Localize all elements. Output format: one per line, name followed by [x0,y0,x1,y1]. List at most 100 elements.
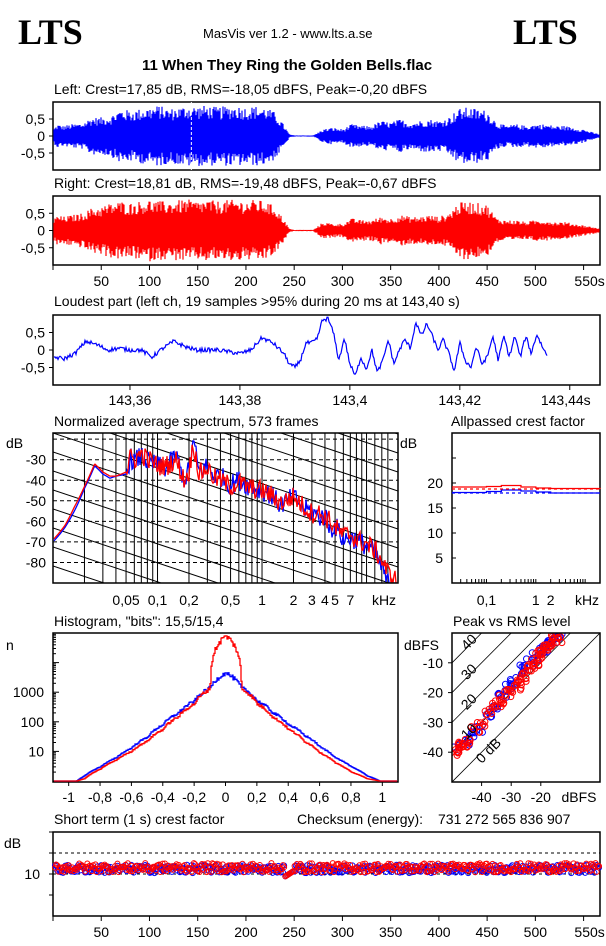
peak-rms-ytick-label: -10 [423,655,443,671]
short-term-point-right [517,860,524,867]
histogram-ytick-label: 1000 [13,684,44,700]
peak-rms-ytick-label: -20 [423,685,443,701]
spectrum-slope-line [53,546,163,583]
short-term-xtick-label: 200 [234,924,258,940]
peak-rms-point-right [517,681,525,689]
allpassed-xtick-label: 2 [547,592,555,608]
loudest-xtick-label: 143,44s [541,392,591,408]
peak-rms-point-right [518,670,526,678]
peak-rms-point-right [460,740,468,748]
spectrum-plot [53,243,398,833]
peak-rms-point-right [495,691,503,699]
short-term-xtick-label: 150 [186,924,210,940]
peak-rms-point-right [481,707,489,715]
loudest-ytick-label: -0,5 [21,360,45,376]
checksum-label: Checksum (energy): [297,811,424,827]
short-term-point-right [142,860,149,867]
left-waveform-title: Left: Crest=17,85 dB, RMS=-18,05 dBFS, P… [54,81,428,97]
short-term-point-right [472,869,479,876]
spectrum-xtick-label: 7 [346,592,354,608]
allpassed-ytick-label: 15 [427,500,443,516]
peak-rms-point-right [534,654,542,662]
peak-rms-point-right [475,722,483,730]
histogram-ytick-label: 10 [28,743,44,759]
spectrum-frame [52,432,399,584]
loudest-xtick-label: 143,38 [219,392,262,408]
waveform-xtick-label: 150 [186,273,210,289]
allpassed-title: Allpassed crest factor [451,413,585,429]
checksum-value: 731 272 565 836 907 [438,811,571,827]
short-term-xtick-label: 50 [93,924,109,940]
short-term-xtick-label: 500 [524,924,548,940]
short-term-point-right [480,866,487,873]
short-term-point-right [216,861,223,868]
short-term-point-right [268,860,275,867]
short-term-point-right [427,860,434,867]
peak-rms-point-right [506,686,514,694]
allpassed-xtick-label: 0,1 [477,592,497,608]
short-term-point-right [303,869,310,876]
right-waveform-ytick-label: 0,5 [26,205,46,221]
loudest-part-title: Loudest part (left ch, 19 samples >95% d… [54,293,460,309]
short-term-point-right [376,868,383,875]
waveform-xtick-label: 350 [379,273,403,289]
peak-rms-title: Peak vs RMS level [453,613,571,629]
histogram-xtick-label: -0,4 [151,789,175,805]
spectrum-xtick-label: 0,05 [112,592,139,608]
short-term-point-right [73,866,80,873]
short-term-point-right [445,868,452,875]
logo-left: LTS [18,12,83,52]
short-term-point-right [429,860,436,867]
waveform-xtick-label: 500 [524,273,548,289]
loudest-xtick-label: 143,4 [332,392,367,408]
spectrum-slope-line [53,470,391,583]
spectrum-xtick-label: 4 [321,592,329,608]
allpassed-frame [451,432,601,584]
right-waveform-ytick-label: 0 [37,223,45,239]
peak-rms-ytick-label: -30 [423,714,443,730]
histogram-frame [52,632,399,783]
short-term-point-right [192,861,199,868]
short-term-xtick-label: 550s [574,924,604,940]
peak-rms-xtick-label: -30 [501,789,521,805]
short-term-point-right [235,865,242,872]
spectrum-xtick-label: 3 [308,592,316,608]
short-term-point-right [98,868,105,875]
spectrum-slope-line [53,661,398,776]
spectrum-slope-line [53,623,398,738]
right-waveform-title: Right: Crest=18,81 dB, RMS=-19,48 dBFS, … [54,175,437,191]
short-term-point-right [425,868,432,875]
histogram-xtick-label: 0,4 [278,789,298,805]
short-term-point-right [208,868,215,875]
short-term-point-right [362,860,369,867]
peak-rms-point-right [481,722,489,730]
waveform-xtick-label: 50 [93,273,109,289]
left-waveform-signal [53,106,600,166]
spectrum-xtick-label: 0,5 [221,592,241,608]
spectrum-xtick-label: 0,2 [179,592,199,608]
spectrum-slope-line [53,718,398,833]
waveform-xtick-label: 300 [331,273,355,289]
spectrum-ytick-label: -40 [26,472,46,488]
short-term-point-right [219,861,226,868]
spectrum-slope-line [393,433,398,435]
peak-rms-point-right [461,735,469,743]
spectrum-slope-line [279,433,398,473]
spectrum-line-right [53,444,397,583]
allpassed-xunit-label: kHz [575,592,599,608]
histogram-xtick-label: 0,6 [310,789,330,805]
spectrum-slope-line [108,433,398,530]
peak-rms-point-right [466,736,474,744]
peak-rms-point-right [522,677,530,685]
spectrum-ytick-label: -80 [26,554,46,570]
left-waveform-ytick-label: 0,5 [26,111,46,127]
histogram-xtick-label: 1 [378,789,386,805]
short-term-point-right [430,863,437,870]
short-term-point-right [92,861,99,868]
short-term-xtick-label: 450 [475,924,499,940]
spectrum-slope-line [53,243,398,358]
short-term-xtick-label: 300 [331,924,355,940]
histogram-line-right [54,635,397,782]
peak-rms-point-right [501,687,509,695]
allpassed-xtick-label: 1 [532,592,540,608]
